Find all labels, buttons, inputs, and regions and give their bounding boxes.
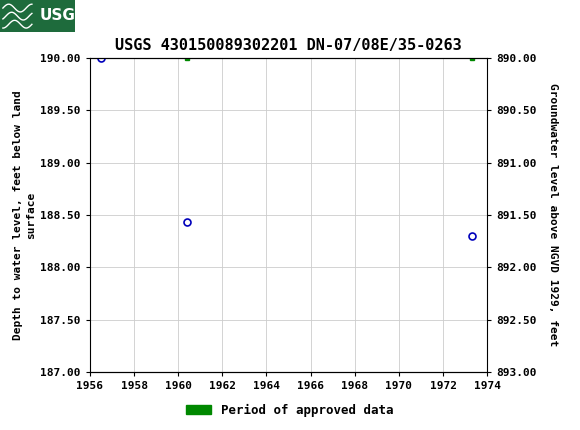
Y-axis label: Groundwater level above NGVD 1929, feet: Groundwater level above NGVD 1929, feet bbox=[548, 83, 558, 347]
Title: USGS 430150089302201 DN-07/08E/35-0263: USGS 430150089302201 DN-07/08E/35-0263 bbox=[115, 38, 462, 53]
Y-axis label: Depth to water level, feet below land
surface: Depth to water level, feet below land su… bbox=[13, 90, 36, 340]
Text: USGS: USGS bbox=[39, 8, 86, 23]
Bar bbox=[0, 0, 75, 32]
Legend: Period of approved data: Period of approved data bbox=[181, 399, 399, 421]
